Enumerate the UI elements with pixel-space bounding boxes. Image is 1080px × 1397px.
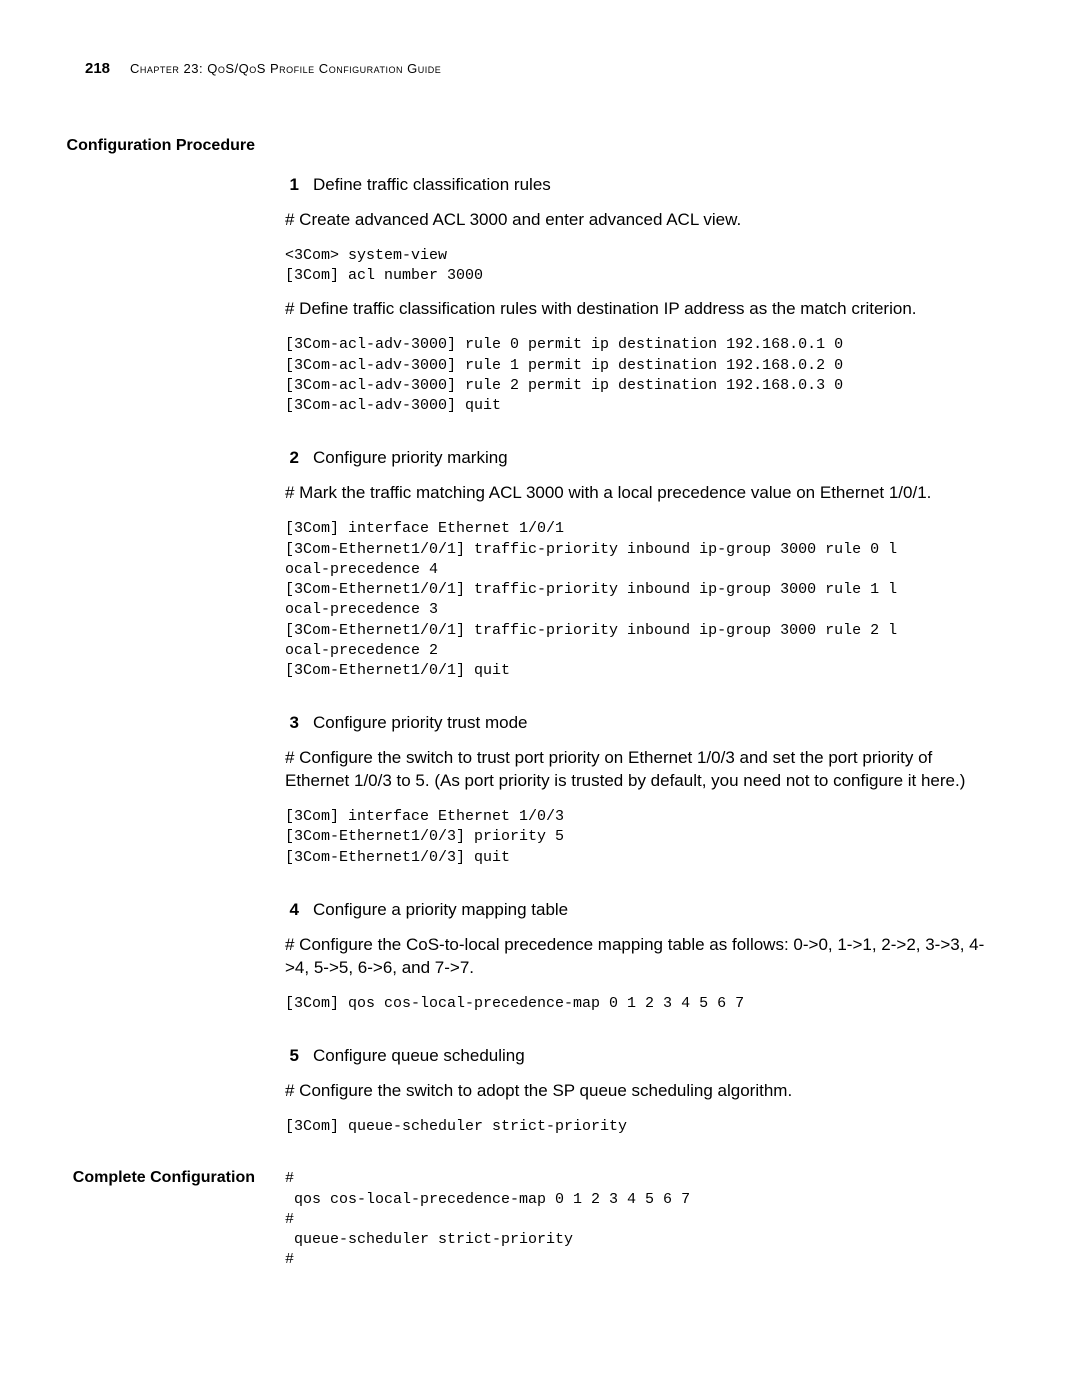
section-label-config-procedure: Configuration Procedure <box>60 137 265 155</box>
step-number: 5 <box>285 1046 299 1066</box>
step-4: 4 Configure a priority mapping table # C… <box>285 900 1000 1026</box>
section-label-complete-config: Complete Configuration <box>60 1169 265 1282</box>
step-number: 2 <box>285 448 299 468</box>
page-content: Configuration Procedure 1 Define traffic… <box>60 137 1000 1283</box>
step-number: 3 <box>285 713 299 733</box>
step-number: 4 <box>285 900 299 920</box>
code-block: [3Com] interface Ethernet 1/0/3 [3Com-Et… <box>285 807 1000 868</box>
step-number: 1 <box>285 175 299 195</box>
step-heading: 1 Define traffic classification rules <box>285 175 1000 195</box>
code-block: [3Com] qos cos-local-precedence-map 0 1 … <box>285 994 1000 1014</box>
step-heading: 4 Configure a priority mapping table <box>285 900 1000 920</box>
chapter-title: Chapter 23: QoS/QoS Profile Configuratio… <box>130 61 441 76</box>
page-header: 218 Chapter 23: QoS/QoS Profile Configur… <box>85 60 1000 77</box>
code-block: [3Com-acl-adv-3000] rule 0 permit ip des… <box>285 335 1000 416</box>
step-heading: 2 Configure priority marking <box>285 448 1000 468</box>
step-title: Configure priority marking <box>313 448 508 468</box>
step-3: 3 Configure priority trust mode # Config… <box>285 713 1000 880</box>
complete-config-body: # qos cos-local-precedence-map 0 1 2 3 4… <box>285 1169 1000 1282</box>
paragraph: # Configure the switch to trust port pri… <box>285 747 1000 793</box>
step-title: Configure priority trust mode <box>313 713 527 733</box>
paragraph: # Mark the traffic matching ACL 3000 wit… <box>285 482 1000 505</box>
code-block: [3Com] queue-scheduler strict-priority <box>285 1117 1000 1137</box>
code-block: # qos cos-local-precedence-map 0 1 2 3 4… <box>285 1169 1000 1270</box>
paragraph: # Create advanced ACL 3000 and enter adv… <box>285 209 1000 232</box>
step-2: 2 Configure priority marking # Mark the … <box>285 448 1000 693</box>
paragraph: # Configure the switch to adopt the SP q… <box>285 1080 1000 1103</box>
code-block: [3Com] interface Ethernet 1/0/1 [3Com-Et… <box>285 519 1000 681</box>
step-title: Define traffic classification rules <box>313 175 551 195</box>
step-title: Configure queue scheduling <box>313 1046 525 1066</box>
page-number: 218 <box>85 60 110 77</box>
step-title: Configure a priority mapping table <box>313 900 568 920</box>
code-block: <3Com> system-view [3Com] acl number 300… <box>285 246 1000 287</box>
step-5: 5 Configure queue scheduling # Configure… <box>285 1046 1000 1149</box>
step-heading: 3 Configure priority trust mode <box>285 713 1000 733</box>
paragraph: # Define traffic classification rules wi… <box>285 298 1000 321</box>
step-heading: 5 Configure queue scheduling <box>285 1046 1000 1066</box>
step-1: 1 Define traffic classification rules # … <box>285 175 1000 428</box>
paragraph: # Configure the CoS-to-local precedence … <box>285 934 1000 980</box>
